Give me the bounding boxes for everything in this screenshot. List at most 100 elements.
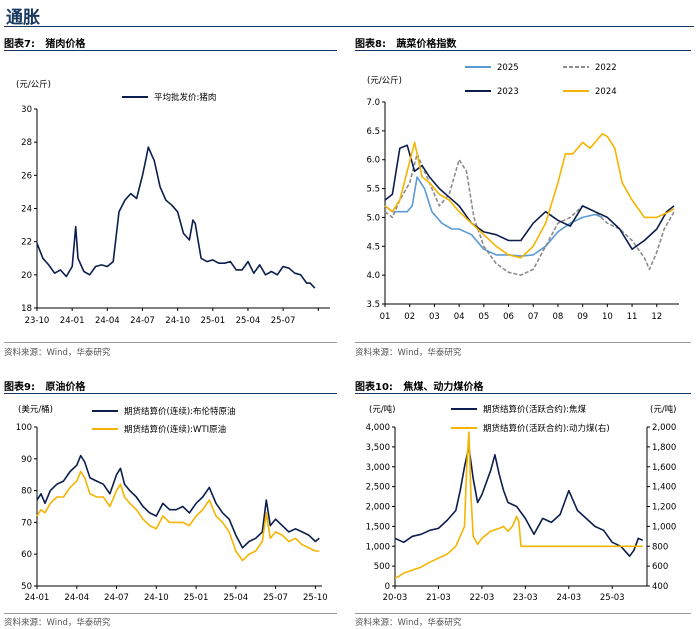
page-title: 通胀 bbox=[6, 8, 40, 28]
x-tick-label: 25-01 bbox=[184, 593, 209, 603]
x-tick-label: 24-10 bbox=[144, 593, 169, 603]
panel-crude-oil-price: 图表9: 原油价格 (美元/桶) 50 60 70 80 90 100 24-01 24-04 2… bbox=[4, 376, 341, 629]
series-line-1 bbox=[36, 146, 316, 289]
y-axis-label: (元/公斤) bbox=[16, 79, 51, 90]
x-tick-label: 22-03 bbox=[470, 593, 495, 603]
x-tick-label: 24-01 bbox=[60, 316, 85, 326]
y-tick-label: 1,500 bbox=[366, 522, 390, 532]
panel-bottom-rule bbox=[4, 342, 337, 343]
panel-vegetable-price: 图表8: 蔬菜价格指数 (元/公斤) 3.5 4.0 4.5 5.0 5.5 6.0 6.5 7… bbox=[355, 33, 695, 358]
y-tick-label: 4,000 bbox=[366, 423, 390, 433]
series-line-2 bbox=[394, 431, 643, 579]
x-tick-label: 25-04 bbox=[236, 316, 261, 326]
y-tick-label: 24 bbox=[21, 205, 32, 215]
crude-oil-price-chart: (美元/桶) 50 60 70 80 90 100 24-01 24-04 24-07 24-10 2… bbox=[16, 404, 328, 603]
y-tick-label: 7.0 bbox=[366, 98, 380, 108]
legend-label: 期货结算价(活跃合约):动力煤(右) bbox=[483, 423, 610, 434]
series-line-3 bbox=[384, 144, 675, 250]
panel-pork-price: 图表7: 猪肉价格 (元/公斤) 18 20 22 24 26 28 30 23-10 24-01… bbox=[4, 33, 341, 358]
legend-label: 期货结算价(活跃合约):焦煤 bbox=[483, 404, 586, 415]
x-tick-label: 11 bbox=[627, 312, 638, 322]
x-tick-label: 25-07 bbox=[263, 593, 288, 603]
x-tick-label: 12 bbox=[651, 312, 662, 322]
y-tick-label: 6.5 bbox=[366, 127, 380, 137]
series-line-1 bbox=[384, 176, 603, 257]
y-tick-label: 4.0 bbox=[366, 271, 380, 281]
legend-label: 2025 bbox=[497, 63, 519, 73]
x-tick-label: 24-07 bbox=[104, 593, 129, 603]
y-axis-label: (元/公斤) bbox=[367, 75, 402, 86]
x-tick-label: 01 bbox=[380, 312, 391, 322]
source-note: 资料来源：Wind，华泰研究 bbox=[355, 348, 462, 358]
y2-tick-label: 400 bbox=[652, 582, 668, 592]
x-tick-label: 08 bbox=[553, 312, 564, 322]
figure-label: 图表7: bbox=[4, 39, 35, 50]
y-tick-label: 100 bbox=[16, 423, 32, 433]
y-tick-label: 60 bbox=[21, 550, 32, 560]
x-tick-label: 23-03 bbox=[513, 593, 538, 603]
y-tick-label: 28 bbox=[21, 138, 32, 148]
x-tick-label: 25-07 bbox=[271, 316, 296, 326]
y-tick-label: 22 bbox=[21, 238, 32, 248]
y-tick-label: 3,500 bbox=[366, 443, 390, 453]
figure-label: 图表9: bbox=[4, 382, 35, 393]
y-tick-label: 90 bbox=[21, 455, 32, 465]
y-tick-label: 26 bbox=[21, 171, 32, 181]
panel-bottom-rule bbox=[4, 613, 337, 614]
panel-rule bbox=[4, 393, 337, 394]
panel-title: 图表9: 原油价格 bbox=[4, 378, 85, 393]
x-tick-label: 24-10 bbox=[165, 316, 190, 326]
legend-label: 2024 bbox=[595, 87, 617, 97]
figure-label: 图表10: bbox=[355, 382, 393, 393]
series-line-2 bbox=[36, 470, 320, 562]
y2-axis-label: (元/吨) bbox=[650, 404, 677, 415]
y-tick-label: 2,000 bbox=[366, 503, 390, 513]
figure-title: 猪肉价格 bbox=[45, 39, 86, 50]
y-tick-label: 30 bbox=[21, 105, 32, 115]
panel-title: 图表10: 焦煤、动力煤价格 bbox=[355, 378, 483, 393]
y-tick-label: 2,500 bbox=[366, 483, 390, 493]
legend-label: 2023 bbox=[497, 87, 519, 97]
panel-title: 图表7: 猪肉价格 bbox=[4, 35, 85, 50]
y-tick-label: 6.0 bbox=[366, 156, 380, 166]
legend-label: 2022 bbox=[595, 63, 617, 73]
legend-label: 期货结算价(连续):布伦特原油 bbox=[124, 406, 236, 417]
y-tick-label: 1,000 bbox=[366, 542, 390, 552]
y-tick-label: 80 bbox=[21, 487, 32, 497]
y-tick-label: 18 bbox=[21, 304, 32, 314]
panel-rule bbox=[4, 50, 337, 51]
panel-coal-price: 图表10: 焦煤、动力煤价格 (元/吨) (元/吨) 0 500 1,000 1,500 2… bbox=[355, 376, 695, 629]
y-tick-label: 0 bbox=[385, 582, 390, 592]
coal-price-chart: (元/吨) (元/吨) 0 500 1,000 1,500 2,000 2,500 3,000 3… bbox=[366, 404, 677, 603]
y-tick-label: 5.0 bbox=[366, 213, 380, 223]
y-tick-label: 500 bbox=[374, 562, 390, 572]
x-tick-label: 20-03 bbox=[383, 593, 408, 603]
y-tick-label: 3,000 bbox=[366, 463, 390, 473]
y-tick-label: 3.5 bbox=[366, 300, 380, 310]
y-tick-label: 5.5 bbox=[366, 185, 380, 195]
panel-rule bbox=[355, 50, 691, 51]
y2-tick-label: 1,400 bbox=[652, 483, 676, 493]
y-tick-label: 70 bbox=[21, 518, 32, 528]
x-tick-label: 10 bbox=[602, 312, 613, 322]
source-note: 资料来源：Wind，华泰研究 bbox=[4, 618, 111, 628]
y-axis-label: (美元/桶) bbox=[18, 404, 53, 415]
figure-label: 图表8: bbox=[355, 39, 386, 50]
x-tick-label: 25-04 bbox=[223, 593, 248, 603]
y-axis-label: (元/吨) bbox=[369, 404, 396, 415]
x-tick-label: 25-03 bbox=[600, 593, 625, 603]
source-note: 资料来源：Wind，华泰研究 bbox=[355, 618, 462, 628]
x-tick-label: 23-10 bbox=[25, 316, 50, 326]
y2-tick-label: 1,000 bbox=[652, 522, 676, 532]
y2-tick-label: 1,800 bbox=[652, 443, 676, 453]
x-tick-label: 05 bbox=[478, 312, 489, 322]
y2-tick-label: 2,000 bbox=[652, 423, 676, 433]
series-line-2 bbox=[384, 153, 675, 276]
x-tick-label: 24-04 bbox=[95, 316, 120, 326]
x-tick-label: 09 bbox=[577, 312, 588, 322]
y-tick-label: 50 bbox=[21, 582, 32, 592]
y-tick-label: 20 bbox=[21, 271, 32, 281]
x-tick-label: 07 bbox=[528, 312, 539, 322]
x-tick-label: 24-01 bbox=[25, 593, 50, 603]
panel-title: 图表8: 蔬菜价格指数 bbox=[355, 35, 456, 50]
